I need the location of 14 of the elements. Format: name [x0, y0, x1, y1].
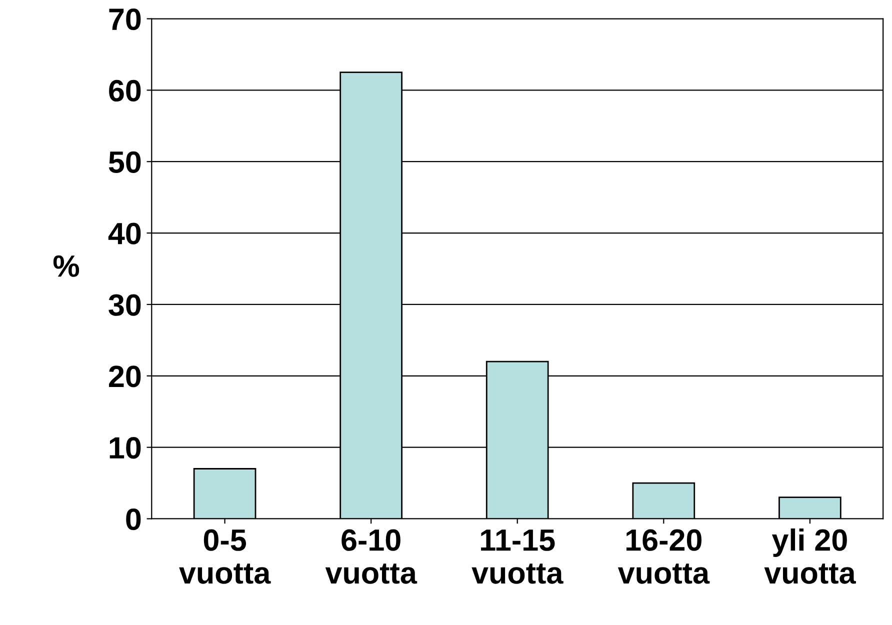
y-tick-label: 30: [108, 294, 141, 316]
y-tick-label: 40: [108, 222, 141, 244]
x-tick-label: 11-15 vuotta: [472, 530, 564, 584]
y-tick-label: 60: [109, 80, 141, 102]
x-tick-label: 6-10 vuotta: [325, 529, 418, 584]
x-tick-label: 16-20 vuotta: [618, 529, 710, 584]
y-tick-label: 0: [126, 508, 141, 530]
x-tick-label: 0-5 vuotta: [179, 529, 271, 584]
y-tick-label: 70: [109, 8, 141, 30]
x-tick-label: yli 20 vuotta: [764, 528, 856, 584]
y-tick-label: 20: [108, 366, 141, 388]
y-tick-label: 10: [110, 437, 141, 459]
y-tick-label: 50: [108, 151, 141, 173]
y-axis-title: %: [53, 255, 80, 277]
